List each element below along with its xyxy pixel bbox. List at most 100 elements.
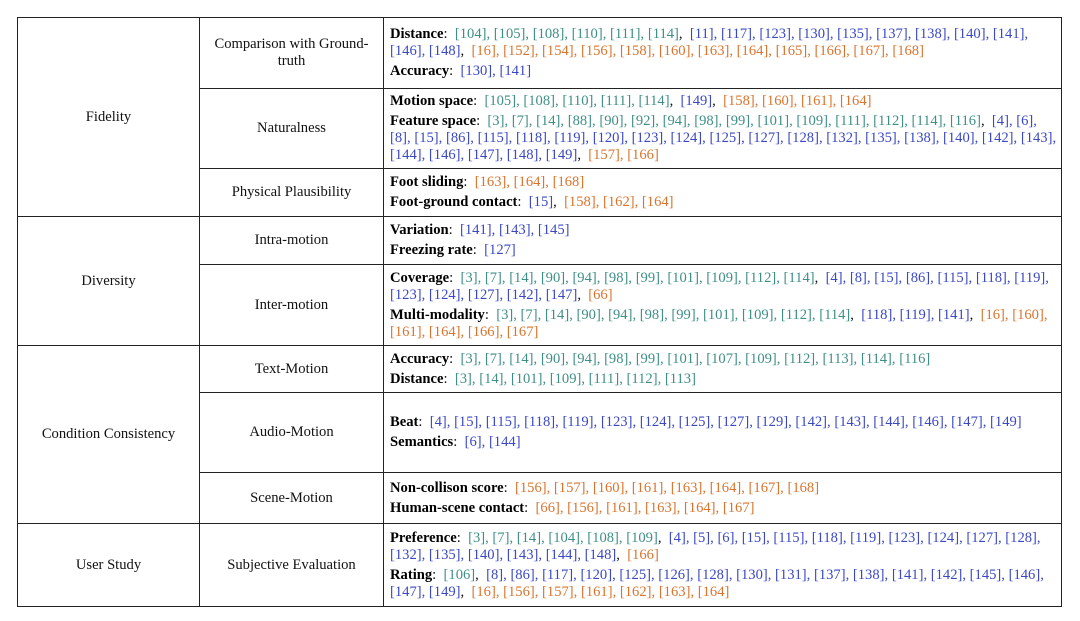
citation-ref[interactable]: [7] — [520, 306, 538, 323]
citation-ref[interactable]: [163] — [670, 479, 703, 496]
citation-ref[interactable]: [145] — [537, 222, 570, 238]
citation-ref[interactable]: [111] — [588, 370, 620, 387]
citation-ref[interactable]: [124] — [670, 130, 703, 146]
citation-ref[interactable]: [111] — [610, 26, 641, 42]
citation-ref[interactable]: [110] — [571, 26, 603, 42]
citation-ref[interactable]: [123] — [631, 130, 664, 146]
citation-ref[interactable]: [132] — [826, 130, 858, 146]
citation-ref[interactable]: [114] — [783, 269, 815, 286]
citation-ref[interactable]: [142] — [981, 130, 1014, 146]
citation-ref[interactable]: [128] — [787, 130, 819, 146]
citation-ref[interactable]: [163] — [645, 499, 677, 516]
citation-ref[interactable]: [143] — [498, 222, 531, 238]
citation-ref[interactable]: [144] — [488, 434, 521, 450]
citation-ref[interactable]: [123] — [600, 414, 633, 430]
citation-ref[interactable]: [128] — [1005, 529, 1037, 546]
citation-ref[interactable]: [125] — [678, 414, 711, 430]
citation-ref[interactable]: [6] — [717, 529, 735, 546]
citation-ref[interactable]: [138] — [915, 26, 947, 42]
citation-ref[interactable]: [16] — [980, 306, 1005, 323]
citation-ref[interactable]: [148] — [428, 43, 461, 59]
citation-ref[interactable]: [106] — [443, 566, 476, 583]
citation-ref[interactable]: [130] — [736, 566, 768, 583]
citation-ref[interactable]: [101] — [757, 113, 790, 129]
citation-ref[interactable]: [99] — [725, 113, 751, 129]
citation-ref[interactable]: [99] — [635, 269, 661, 286]
citation-ref[interactable]: [165] — [775, 43, 808, 59]
citation-ref[interactable]: [109] — [741, 306, 774, 323]
citation-ref[interactable]: [111] — [835, 113, 866, 129]
citation-ref[interactable]: [6] — [464, 434, 482, 450]
citation-ref[interactable]: [124] — [927, 529, 960, 546]
citation-ref[interactable]: [157] — [542, 583, 574, 600]
citation-ref[interactable]: [114] — [911, 113, 943, 129]
citation-ref[interactable]: [116] — [899, 350, 931, 367]
citation-ref[interactable]: [3] — [460, 350, 478, 367]
citation-ref[interactable]: [149] — [990, 414, 1022, 430]
citation-ref[interactable]: [8] — [390, 130, 408, 146]
citation-ref[interactable]: [104] — [454, 26, 487, 42]
citation-ref[interactable]: [118] — [524, 414, 556, 430]
citation-ref[interactable]: [163] — [697, 43, 730, 59]
citation-ref[interactable]: [146] — [912, 414, 944, 430]
citation-ref[interactable]: [4] — [429, 414, 447, 430]
citation-ref[interactable]: [125] — [619, 566, 651, 583]
citation-ref[interactable]: [137] — [813, 566, 846, 583]
citation-ref[interactable]: [166] — [627, 147, 659, 163]
citation-ref[interactable]: [147] — [951, 414, 983, 430]
citation-ref[interactable]: [120] — [580, 566, 613, 583]
citation-ref[interactable]: [3] — [496, 306, 514, 323]
citation-ref[interactable]: [160] — [762, 93, 794, 109]
citation-ref[interactable]: [6] — [1016, 113, 1034, 129]
citation-ref[interactable]: [130] — [460, 63, 493, 79]
citation-ref[interactable]: [156] — [580, 43, 613, 59]
citation-ref[interactable]: [164] — [697, 583, 730, 600]
citation-ref[interactable]: [14] — [536, 113, 561, 129]
citation-ref[interactable]: [164] — [428, 323, 461, 340]
citation-ref[interactable]: [11] — [689, 26, 714, 42]
citation-ref[interactable]: [161] — [631, 479, 664, 496]
citation-ref[interactable]: [113] — [664, 370, 696, 387]
citation-ref[interactable]: [162] — [602, 194, 635, 210]
citation-ref[interactable]: [98] — [604, 269, 629, 286]
citation-ref[interactable]: [101] — [703, 306, 735, 323]
citation-ref[interactable]: [164] — [839, 93, 872, 109]
citation-ref[interactable]: [101] — [667, 269, 699, 286]
citation-ref[interactable]: [158] — [619, 43, 652, 59]
citation-ref[interactable]: [109] — [706, 269, 738, 286]
citation-ref[interactable]: [164] — [736, 43, 769, 59]
citation-ref[interactable]: [145] — [969, 566, 1002, 583]
citation-ref[interactable]: [127] — [717, 414, 750, 430]
citation-ref[interactable]: [98] — [694, 113, 719, 129]
citation-ref[interactable]: [119] — [562, 414, 594, 430]
citation-ref[interactable]: [161] — [800, 93, 833, 109]
citation-ref[interactable]: [4] — [991, 113, 1009, 129]
citation-ref[interactable]: [14] — [516, 529, 542, 546]
citation-ref[interactable]: [105] — [484, 93, 517, 109]
citation-ref[interactable]: [147] — [467, 147, 500, 163]
citation-ref[interactable]: [118] — [975, 269, 1007, 286]
citation-ref[interactable]: [158] — [723, 93, 755, 109]
citation-ref[interactable]: [109] — [745, 350, 777, 367]
citation-ref[interactable]: [132] — [390, 546, 422, 563]
citation-ref[interactable]: [119] — [1014, 269, 1046, 286]
citation-ref[interactable]: [164] — [641, 194, 674, 210]
citation-ref[interactable]: [130] — [798, 26, 830, 42]
citation-ref[interactable]: [86] — [905, 269, 931, 286]
citation-ref[interactable]: [15] — [874, 269, 899, 286]
citation-ref[interactable]: [127] — [484, 242, 516, 258]
citation-ref[interactable]: [108] — [587, 529, 619, 546]
citation-ref[interactable]: [164] — [709, 479, 742, 496]
citation-ref[interactable]: [125] — [709, 130, 742, 146]
citation-ref[interactable]: [142] — [506, 286, 539, 303]
citation-ref[interactable]: [124] — [428, 286, 461, 303]
citation-ref[interactable]: [138] — [852, 566, 885, 583]
citation-ref[interactable]: [94] — [662, 113, 687, 129]
citation-ref[interactable]: [7] — [492, 529, 510, 546]
citation-ref[interactable]: [157] — [553, 479, 586, 496]
citation-ref[interactable]: [90] — [576, 306, 601, 323]
citation-ref[interactable]: [141] — [891, 566, 924, 583]
citation-ref[interactable]: [143] — [506, 546, 539, 563]
citation-ref[interactable]: [142] — [930, 566, 963, 583]
citation-ref[interactable]: [92] — [630, 113, 656, 129]
